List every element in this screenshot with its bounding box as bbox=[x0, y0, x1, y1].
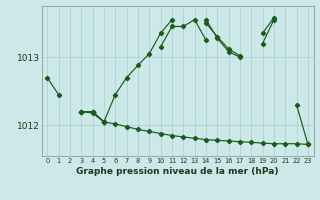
X-axis label: Graphe pression niveau de la mer (hPa): Graphe pression niveau de la mer (hPa) bbox=[76, 167, 279, 176]
